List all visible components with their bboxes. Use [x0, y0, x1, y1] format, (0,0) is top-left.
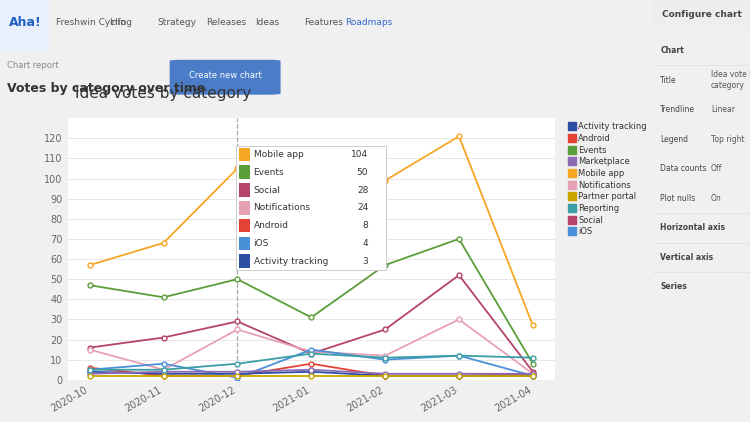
Text: Roadmaps: Roadmaps: [345, 18, 392, 27]
Bar: [239, 183, 250, 197]
Legend: Activity tracking, Android, Events, Marketplace, Mobile app, Notifications, Part: Activity tracking, Android, Events, Mark…: [569, 122, 646, 236]
Text: Data counts: Data counts: [660, 164, 706, 173]
Text: On: On: [711, 194, 722, 203]
Text: 3: 3: [362, 257, 368, 266]
Text: Android: Android: [254, 221, 289, 230]
Text: Idea vote by
category: Idea vote by category: [711, 70, 750, 90]
Text: Activity tracking: Activity tracking: [254, 257, 328, 266]
Text: 4: 4: [363, 239, 368, 248]
Text: 28: 28: [357, 186, 368, 195]
Bar: [652, 0, 750, 30]
Text: Configure chart: Configure chart: [662, 10, 742, 19]
Text: Aha!: Aha!: [9, 16, 42, 29]
Text: Notifications: Notifications: [254, 203, 310, 212]
Text: Off: Off: [711, 164, 722, 173]
Text: Features: Features: [304, 18, 343, 27]
Bar: [239, 219, 250, 233]
Text: Plot nulls: Plot nulls: [660, 194, 695, 203]
Text: Ideas: Ideas: [255, 18, 279, 27]
Text: Series: Series: [660, 282, 687, 292]
Text: Chart: Chart: [660, 46, 684, 55]
Text: Social: Social: [254, 186, 280, 195]
Text: Title: Title: [660, 76, 677, 85]
Text: Create new chart: Create new chart: [189, 71, 262, 81]
Text: 104: 104: [351, 150, 368, 159]
FancyBboxPatch shape: [170, 60, 280, 95]
Text: Horizontal axis: Horizontal axis: [660, 223, 725, 233]
Text: 8: 8: [362, 221, 368, 230]
Bar: [239, 201, 250, 215]
Text: Releases: Releases: [206, 18, 246, 27]
Text: Info: Info: [109, 18, 126, 27]
Text: iOS: iOS: [254, 239, 268, 248]
Text: Events: Events: [254, 168, 284, 177]
Text: Strategy: Strategy: [158, 18, 196, 27]
Text: Linear: Linear: [711, 105, 735, 114]
Text: Chart report: Chart report: [7, 61, 59, 70]
Text: 24: 24: [357, 203, 368, 212]
Bar: [239, 237, 250, 250]
Bar: [239, 254, 250, 268]
Text: Legend: Legend: [660, 135, 688, 144]
Text: Trendline: Trendline: [660, 105, 695, 114]
Text: 50: 50: [357, 168, 368, 177]
Bar: [239, 165, 250, 179]
Text: Votes by category over time: Votes by category over time: [7, 82, 205, 95]
Text: Top right: Top right: [711, 135, 745, 144]
Bar: [0, 0, 49, 51]
Text: Freshwin Cycling: Freshwin Cycling: [56, 18, 132, 27]
Bar: [239, 148, 250, 161]
Text: Vertical axis: Vertical axis: [660, 253, 713, 262]
Text: Idea votes by category: Idea votes by category: [75, 86, 251, 101]
Text: Mobile app: Mobile app: [254, 150, 303, 159]
